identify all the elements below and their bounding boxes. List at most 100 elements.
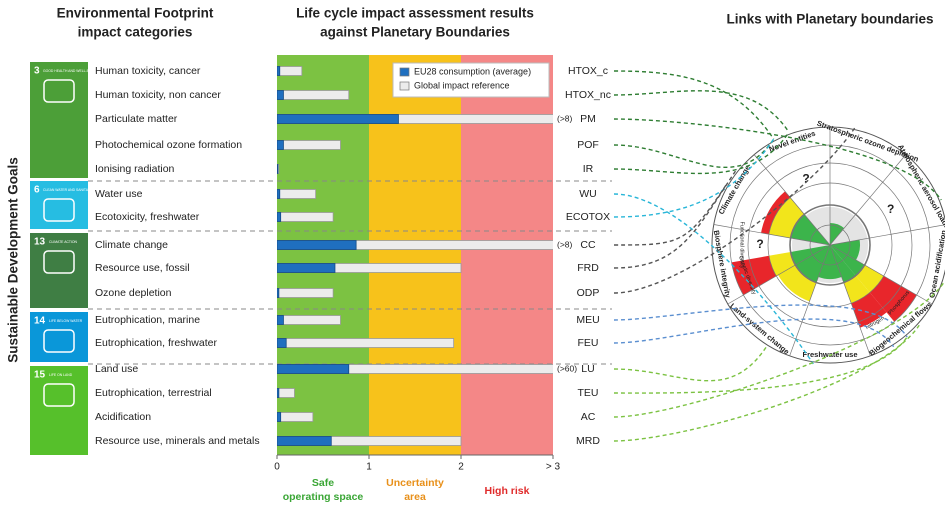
zone-label: High risk	[485, 485, 530, 497]
segment-sublabel: Functional diversity	[739, 221, 745, 268]
category-label: Eutrophication, marine	[95, 314, 200, 326]
abbreviation: ODP	[577, 287, 600, 299]
bar	[277, 189, 317, 199]
x-tick-label: > 3	[546, 462, 561, 473]
wheel-spoke	[829, 244, 933, 305]
wheel-spoke	[789, 244, 831, 357]
bar	[277, 338, 287, 348]
sdg-icon	[43, 329, 75, 353]
bar	[277, 189, 281, 199]
category-label: Land use	[95, 363, 138, 375]
bar	[277, 66, 303, 76]
wheel-wedge	[818, 245, 842, 279]
category-label: Resource use, minerals and metals	[95, 435, 260, 447]
category-label: Particulate matter	[95, 113, 178, 125]
bar	[277, 388, 295, 398]
category-label: Eutrophication, freshwater	[95, 337, 217, 349]
sdg-number: 3	[34, 66, 40, 77]
zone-label: area	[404, 491, 426, 503]
wheel-spoke	[727, 244, 831, 305]
bar	[277, 288, 280, 298]
sdg-number: 14	[34, 316, 46, 327]
wheel-spoke	[829, 244, 871, 357]
abbreviation: FEU	[578, 337, 599, 349]
bar	[277, 263, 336, 273]
category-label: Human toxicity, cancer	[95, 65, 201, 77]
sdg-name: GOOD HEALTH AND WELL-BEING	[43, 69, 98, 73]
sdg-number: 15	[34, 370, 46, 381]
sdg-icon	[43, 198, 75, 222]
bar	[277, 338, 455, 348]
bar	[277, 212, 334, 222]
zone-label: operating space	[283, 491, 364, 503]
legend-swatch	[399, 67, 410, 77]
link	[613, 70, 775, 140]
bar	[277, 240, 553, 250]
wheel-wedge	[869, 276, 917, 322]
bar	[277, 140, 341, 150]
header-left: Environmental Footprint	[57, 6, 214, 21]
link	[613, 170, 737, 269]
link	[613, 184, 727, 246]
header-right: Links with Planetary boundaries	[726, 12, 933, 27]
plot	[277, 66, 553, 446]
bar	[277, 364, 553, 374]
category-label: Climate change	[95, 239, 168, 251]
abbreviation: MRD	[576, 435, 600, 447]
bar	[277, 66, 281, 76]
link	[613, 131, 790, 175]
value-label: (>8)	[557, 239, 573, 249]
abbreviation: LU	[581, 363, 594, 375]
bar	[277, 412, 282, 422]
bar	[277, 315, 341, 325]
category-label: Ecotoxicity, freshwater	[95, 211, 200, 223]
value-label: (>8)	[557, 113, 573, 123]
sdg-box	[30, 366, 88, 455]
sdg-icon	[43, 79, 75, 103]
category-label: Photochemical ozone formation	[95, 139, 242, 151]
wheel-wedge	[830, 245, 856, 283]
abbreviation: AC	[581, 411, 596, 423]
wheel-wedge	[790, 214, 830, 245]
unknown-mark: ?	[802, 171, 809, 185]
x-tick-label: 2	[458, 462, 464, 473]
wheel-wedge	[778, 265, 817, 302]
zone-label: Safe	[312, 477, 334, 489]
abbreviation: MEU	[576, 314, 599, 326]
bar	[277, 315, 284, 325]
sdg-name: LIFE ON LAND	[49, 373, 73, 377]
link	[613, 138, 775, 168]
wheel-spoke	[829, 224, 945, 246]
category-label: Ionising radiation	[95, 163, 175, 175]
unknown-mark: ?	[887, 202, 894, 216]
sdg-name: CLEAN WATER AND SANITATION	[43, 188, 96, 192]
wheel-wedge	[768, 251, 796, 276]
link	[613, 138, 775, 218]
category-label: Eutrophication, terrestrial	[95, 387, 212, 399]
category-label: Ozone depletion	[95, 287, 172, 299]
bar	[277, 90, 350, 100]
sdg-icon	[43, 383, 75, 407]
category-label: Acidification	[95, 411, 151, 423]
wheel-wedge	[790, 245, 830, 265]
unknown-mark: ?	[756, 237, 763, 251]
link	[613, 304, 908, 338]
abbreviation: ECOTOX	[566, 211, 610, 223]
bar	[277, 288, 334, 298]
bar	[277, 412, 314, 422]
wheel-wedge	[830, 245, 865, 276]
abbreviation: FRD	[577, 262, 599, 274]
header-middle: Life cycle impact assessment results	[296, 6, 534, 21]
sdg-box	[30, 233, 88, 308]
link	[613, 118, 942, 201]
bar	[277, 364, 350, 374]
link	[613, 346, 767, 382]
sdg-number: 13	[34, 237, 46, 248]
category-label: Water use	[95, 188, 143, 200]
link	[613, 127, 856, 294]
abbreviation: POF	[577, 139, 599, 151]
bar	[277, 90, 284, 100]
legend-swatch	[399, 81, 410, 91]
abbreviation: CC	[580, 239, 596, 251]
bar	[277, 263, 462, 273]
